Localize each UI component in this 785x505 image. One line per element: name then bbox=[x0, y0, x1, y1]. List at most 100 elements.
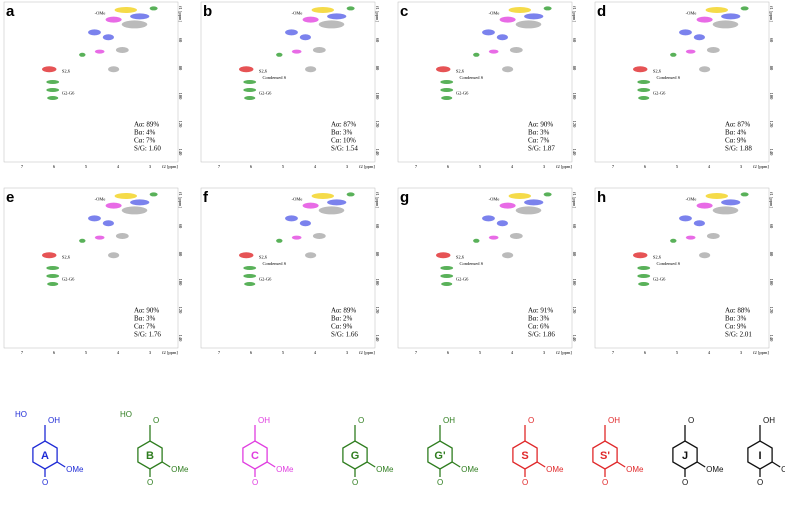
cross-peak bbox=[46, 274, 60, 278]
cross-peak bbox=[693, 34, 705, 41]
peak-label: Condensed S bbox=[460, 75, 484, 80]
cross-peak bbox=[637, 88, 651, 92]
cross-peak bbox=[346, 6, 355, 11]
x-tick-label: 7 bbox=[21, 164, 24, 169]
substituent: OMe bbox=[626, 465, 644, 474]
substituent: O bbox=[437, 478, 443, 487]
composition-stat: Bα: 3% bbox=[725, 315, 747, 323]
substituent: OH bbox=[443, 416, 455, 425]
plot-frame bbox=[594, 187, 770, 349]
x-tick-label: 4 bbox=[117, 350, 120, 355]
y-tick-label: 120 bbox=[375, 121, 380, 129]
bond bbox=[266, 461, 276, 468]
x-tick-label: 7 bbox=[612, 350, 615, 355]
x-axis-title: f2 [ppm] bbox=[162, 350, 178, 355]
composition-stat: Bα: 3% bbox=[331, 129, 353, 137]
y-tick-label: 60 bbox=[375, 224, 380, 229]
cross-peak bbox=[299, 34, 311, 41]
composition-stat: S/G: 1.86 bbox=[528, 331, 555, 339]
x-tick-label: 6 bbox=[53, 164, 56, 169]
x-tick-label: 5 bbox=[479, 350, 482, 355]
peak-label: Condensed S bbox=[657, 261, 681, 266]
y-tick-label: 100 bbox=[375, 279, 380, 287]
peak-label: G2-G6 bbox=[62, 91, 75, 96]
peak-label: G2-G6 bbox=[456, 277, 469, 282]
cross-peak bbox=[696, 202, 713, 209]
cross-peak bbox=[114, 7, 137, 13]
substituent: O bbox=[147, 478, 153, 487]
structure-label: S bbox=[521, 450, 528, 462]
peak-label: Condensed S bbox=[657, 75, 681, 80]
cross-peak bbox=[102, 220, 114, 227]
spectrum-panel: a -OMe G2-G6 S2,6 Aα: 89%Bα: 4%Cα: 7%S/G: 1.… bbox=[3, 1, 183, 169]
cross-peak bbox=[441, 282, 453, 286]
y-tick-label: 80 bbox=[375, 66, 380, 71]
composition-stat: Aα: 88% bbox=[725, 307, 750, 315]
composition-stat: S/G: 1.60 bbox=[134, 145, 161, 153]
panel-letter: h bbox=[597, 189, 606, 206]
lignin-structure: B OMe O O HO bbox=[120, 410, 189, 487]
y-tick-label: 80 bbox=[178, 66, 183, 71]
cross-peak bbox=[327, 13, 347, 20]
substituent: O bbox=[528, 416, 534, 425]
cross-peak bbox=[88, 215, 101, 222]
x-tick-label: 6 bbox=[447, 350, 450, 355]
plot-frame bbox=[3, 1, 179, 163]
cross-peak bbox=[149, 192, 158, 197]
cross-peak bbox=[285, 29, 298, 36]
cross-peak bbox=[440, 274, 454, 278]
y-tick-label: 100 bbox=[769, 93, 774, 101]
x-tick-label: 5 bbox=[479, 164, 482, 169]
x-tick-label: 3 bbox=[346, 164, 349, 169]
cross-peak bbox=[488, 49, 499, 54]
cross-peak bbox=[318, 206, 345, 215]
y-tick-label: 60 bbox=[769, 38, 774, 43]
peak-label: S2,6 bbox=[62, 68, 71, 74]
cross-peak bbox=[243, 80, 257, 84]
y-axis-title: f1 [ppm] bbox=[178, 6, 183, 22]
y-axis-title: f1 [ppm] bbox=[375, 192, 380, 208]
cross-peak bbox=[696, 16, 713, 23]
composition-stat: S/G: 1.66 bbox=[331, 331, 358, 339]
composition-stat: S/G: 1.88 bbox=[725, 145, 752, 153]
cross-peak bbox=[509, 47, 523, 53]
cross-peak bbox=[440, 80, 454, 84]
x-axis-title: f2 [ppm] bbox=[753, 164, 769, 169]
x-tick-label: 4 bbox=[314, 164, 317, 169]
y-axis-title: f1 [ppm] bbox=[178, 192, 183, 208]
x-tick-label: 4 bbox=[117, 164, 120, 169]
cross-peak bbox=[108, 66, 120, 73]
substituent: OH bbox=[48, 416, 60, 425]
lignin-structure: I OMe O OH bbox=[747, 416, 785, 487]
peak-label: -OMe bbox=[686, 197, 697, 202]
lignin-structure: S OMe O O bbox=[512, 416, 564, 487]
composition-stat: Aα: 87% bbox=[331, 121, 356, 129]
peak-label: -OMe bbox=[95, 197, 106, 202]
substituent: O bbox=[42, 478, 48, 487]
y-tick-label: 100 bbox=[178, 279, 183, 287]
y-axis-title: f1 [ppm] bbox=[572, 6, 577, 22]
composition-stat: Aα: 90% bbox=[134, 307, 159, 315]
cross-peak bbox=[276, 238, 283, 243]
y-tick-label: 140 bbox=[375, 149, 380, 157]
cross-peak bbox=[693, 220, 705, 227]
lignin-structure: S' OMe O OH bbox=[592, 416, 644, 487]
plot-frame bbox=[397, 187, 573, 349]
composition-stat: Bα: 2% bbox=[331, 315, 353, 323]
y-tick-label: 60 bbox=[572, 224, 577, 229]
composition-stat: Cα: 6% bbox=[528, 323, 550, 331]
plot-frame bbox=[397, 1, 573, 163]
x-axis-title: f2 [ppm] bbox=[359, 350, 375, 355]
x-tick-label: 3 bbox=[346, 350, 349, 355]
substituent: OMe bbox=[781, 465, 785, 474]
cross-peak bbox=[130, 199, 150, 206]
plot-frame bbox=[200, 1, 376, 163]
x-tick-label: 7 bbox=[612, 164, 615, 169]
composition-stat: Cα: 10% bbox=[331, 137, 356, 145]
y-tick-label: 120 bbox=[375, 307, 380, 315]
peak-label: G2-G6 bbox=[259, 91, 272, 96]
structure-label: I bbox=[758, 450, 761, 462]
cross-peak bbox=[638, 96, 650, 100]
